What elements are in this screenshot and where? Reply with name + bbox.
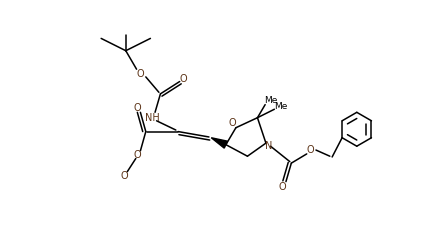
Text: N: N [265, 141, 273, 151]
Text: Me: Me [264, 95, 277, 104]
Text: Me: Me [274, 103, 287, 112]
Text: O: O [133, 150, 141, 160]
Text: O: O [307, 145, 315, 155]
Text: O: O [278, 182, 286, 192]
Text: O: O [180, 74, 187, 84]
Text: O: O [133, 104, 141, 113]
Text: O: O [120, 171, 128, 181]
Text: NH: NH [144, 113, 159, 123]
Text: O: O [136, 69, 144, 79]
Text: O: O [229, 118, 237, 128]
Polygon shape [211, 138, 228, 148]
